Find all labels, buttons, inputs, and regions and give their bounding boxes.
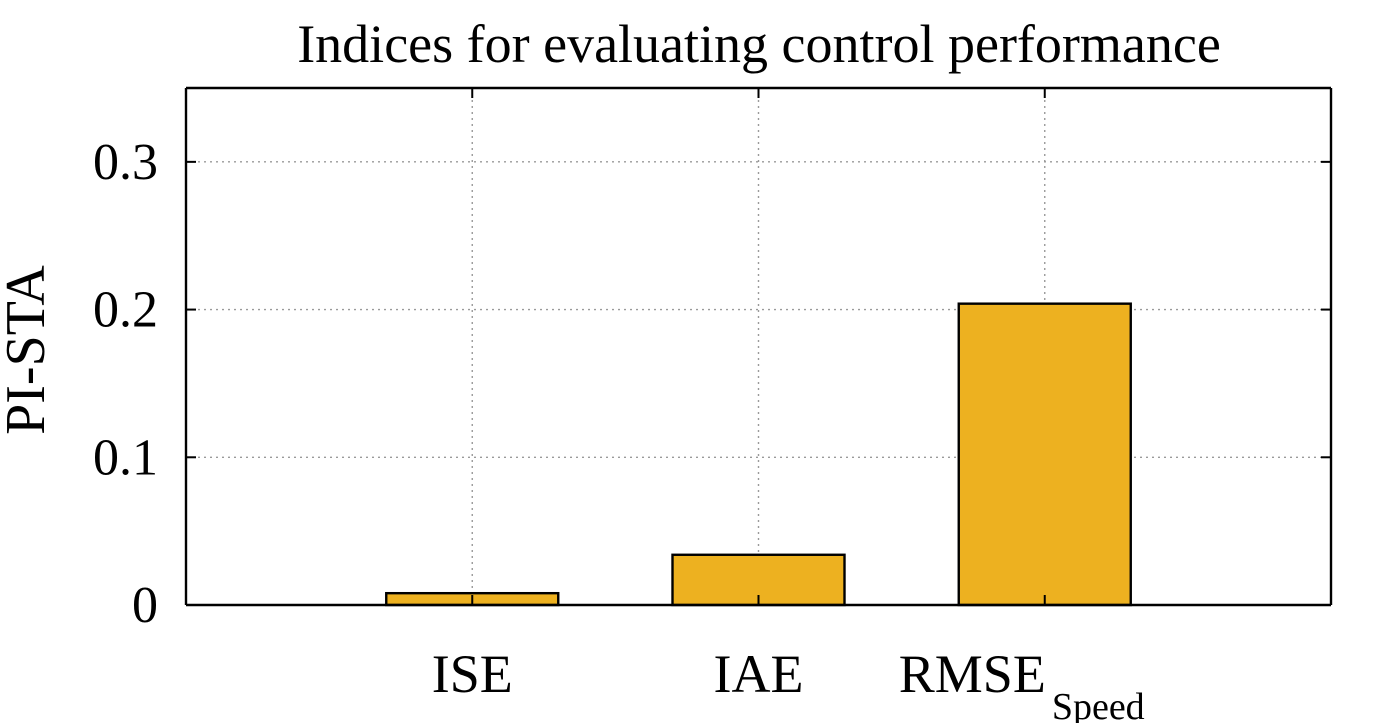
y-tick-labels: 0 0.1 0.2 0.3 — [93, 134, 158, 634]
y-tick-label: 0 — [132, 577, 158, 634]
x-tick-labels: ISE IAE RMSESpeed — [432, 644, 1145, 728]
y-tick-label: 0.3 — [93, 134, 158, 191]
y-axis-label: PI-STA — [0, 265, 57, 435]
x-tick-label-rmse: RMSESpeed — [899, 644, 1145, 723]
bar-rmse — [957, 302, 1132, 607]
y-tick-label: 0.1 — [93, 429, 158, 486]
grid-lines — [186, 88, 1331, 605]
x-tick-label-iae: IAE — [714, 644, 804, 704]
axes — [184, 86, 1333, 607]
chart-title: Indices for evaluating control performan… — [297, 14, 1221, 74]
y-tick-label: 0.2 — [93, 282, 158, 339]
x-tick-label-ise: ISE — [432, 644, 513, 704]
